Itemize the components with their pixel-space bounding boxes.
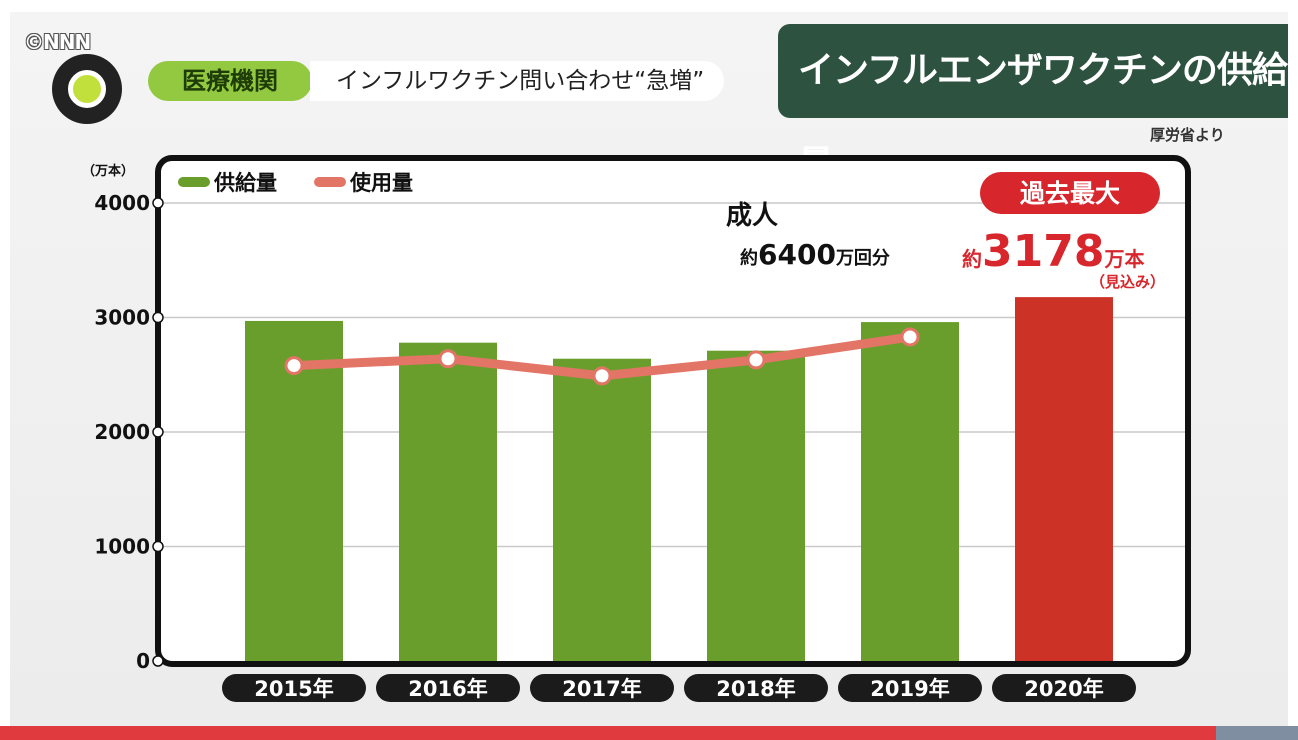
category-label: 医療機関 — [148, 61, 312, 101]
chart-stage: ©NNN 医療機関 インフルワクチン問い合わせ“急増” インフルエンザワクチンの… — [10, 12, 1288, 728]
bottom-bar — [0, 726, 1216, 740]
y-unit-label: （万本） — [82, 163, 134, 179]
x-tick-label: 2016年 — [408, 677, 487, 701]
legend-swatch-supply — [178, 177, 210, 187]
bars — [245, 297, 1113, 661]
legend-label-supply: 供給量 — [213, 171, 277, 195]
usage-point-2 — [592, 366, 612, 386]
x-label-pill-0 — [222, 674, 366, 702]
x-tick-label: 2015年 — [254, 677, 333, 701]
usage-point-3 — [746, 350, 766, 370]
y-tick-label: 1000 — [94, 535, 150, 559]
legend-swatch-usage — [314, 177, 346, 187]
bar-supply-3 — [707, 350, 805, 661]
record-note: （見込み） — [1090, 273, 1165, 291]
record-unit: 万本 — [1103, 247, 1144, 271]
adult-number: 6400 — [758, 238, 836, 271]
x-tick-label: 2017年 — [562, 677, 641, 701]
chart-title: インフルエンザワクチンの供給量 — [778, 24, 1288, 185]
adult-suffix: 万回分 — [835, 248, 890, 269]
source-label: 厚労省より — [1150, 126, 1225, 144]
adult-label: 成人 — [726, 201, 778, 231]
record-badge-text: 過去最大 — [1020, 179, 1120, 208]
copyright-mark: ©NNN — [24, 30, 91, 54]
x-tick-label: 2018年 — [716, 677, 795, 701]
record-badge — [980, 172, 1160, 214]
y-tick-marker-1000 — [152, 540, 164, 553]
bar-supply-0 — [245, 320, 343, 661]
record-number: 3178 — [982, 226, 1104, 277]
x-label-pill-3 — [684, 674, 828, 702]
y-tick-marker-0 — [152, 655, 164, 667]
usage-point-0 — [284, 356, 304, 376]
bar-supply-5 — [1015, 297, 1113, 661]
bottom-bar-right — [1216, 726, 1298, 740]
y-tick-label: 0 — [136, 649, 150, 673]
bar-supply-1 — [399, 342, 497, 661]
logo-center — [68, 70, 106, 108]
x-label-pill-4 — [838, 674, 982, 702]
record-prefix: 約 — [962, 247, 982, 271]
y-axis: 0 1000 2000 3000 4000 — [94, 191, 164, 673]
adult-value: 約6400万回分 — [740, 238, 890, 271]
y-tick-marker-4000 — [152, 197, 164, 209]
bar-supply-2 — [553, 358, 651, 661]
y-tick-label: 2000 — [94, 420, 150, 444]
usage-point-1 — [438, 349, 458, 369]
x-label-pill-1 — [376, 674, 520, 702]
broadcaster-logo — [52, 54, 122, 124]
y-tick-label: 4000 — [94, 191, 150, 215]
bar-supply-4 — [861, 322, 959, 661]
legend-label-usage: 使用量 — [349, 171, 413, 195]
legend: 供給量 使用量 — [178, 171, 413, 195]
x-tick-label: 2020年 — [1024, 677, 1103, 701]
x-label-pill-5 — [992, 674, 1136, 702]
headline-label: インフルワクチン問い合わせ“急増” — [310, 61, 724, 101]
x-axis: 2015年 2016年 2017年 2018年 2019年 2020年 — [222, 674, 1136, 702]
x-label-pill-2 — [530, 674, 674, 702]
y-tick-label: 3000 — [94, 306, 150, 330]
record-value: 約3178万本 — [962, 226, 1144, 277]
x-tick-label: 2019年 — [870, 677, 949, 701]
usage-point-4 — [900, 327, 920, 347]
usage-line — [284, 327, 920, 386]
y-tick-marker-3000 — [152, 311, 164, 324]
y-tick-marker-2000 — [152, 426, 164, 438]
adult-prefix: 約 — [740, 247, 758, 269]
